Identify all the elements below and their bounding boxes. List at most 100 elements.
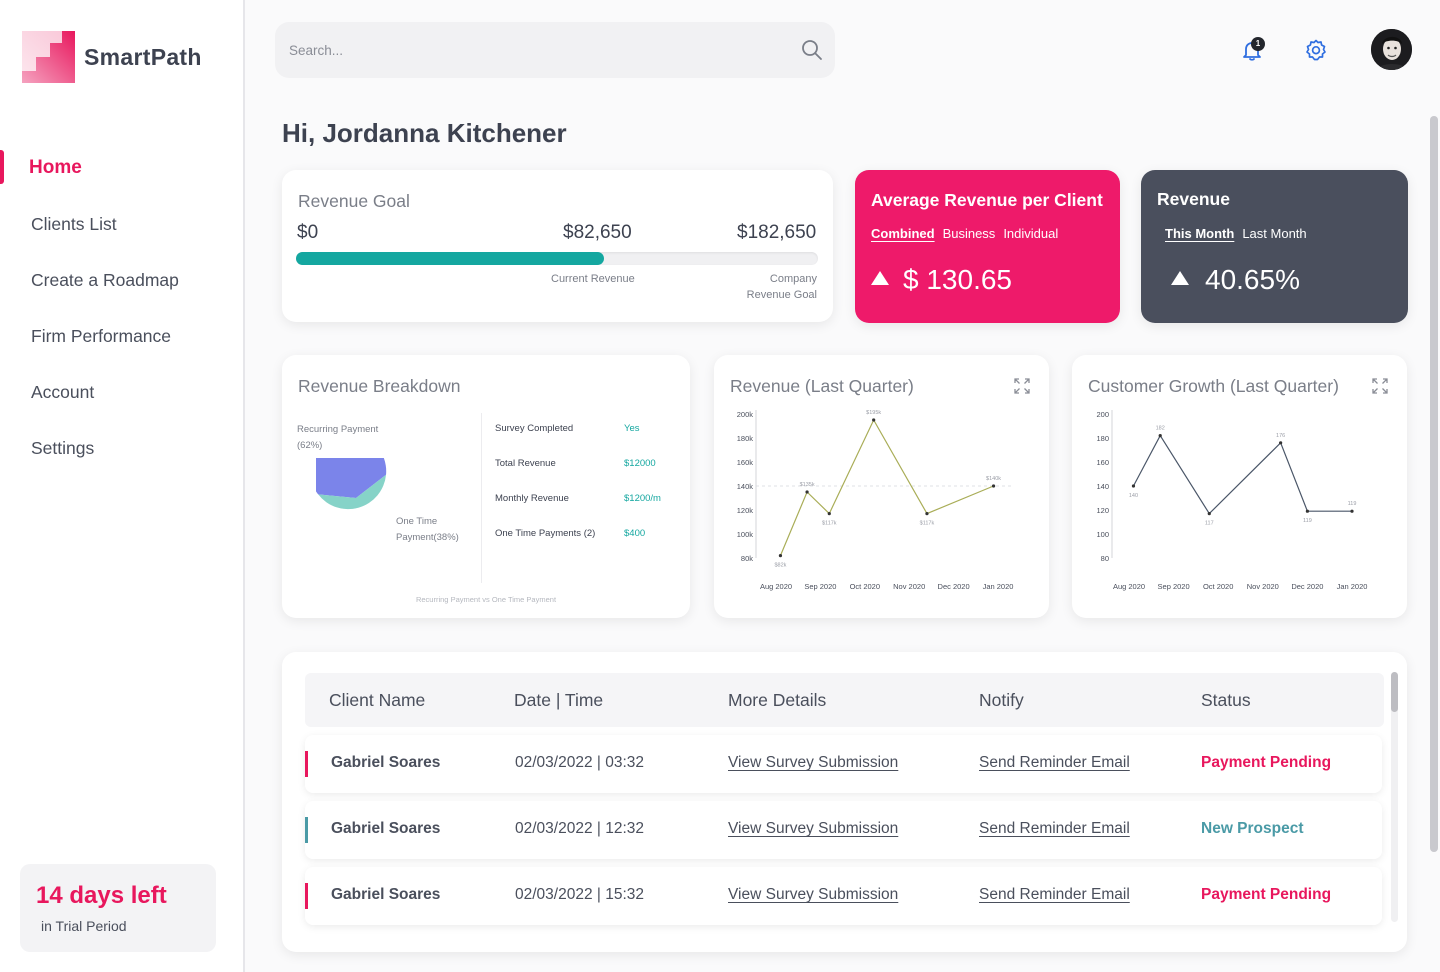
data-point — [1207, 512, 1211, 516]
breakdown-value-monthly: $1200/m — [624, 493, 661, 504]
breakdown-label-monthly: Monthly Revenue — [495, 493, 569, 504]
header-date-time[interactable]: Date | Time — [514, 690, 604, 710]
logo[interactable]: SmartPath — [22, 31, 202, 83]
data-point — [1350, 509, 1354, 513]
breakdown-label-survey: Survey Completed — [495, 423, 574, 434]
send-reminder-link[interactable]: Send Reminder Email — [979, 886, 1130, 903]
revenue-goal-current: $82,650 — [563, 222, 632, 243]
data-label: $195k — [866, 410, 881, 416]
sidebar-item-account[interactable]: Account — [31, 381, 95, 402]
sidebar-item-home[interactable]: Home — [0, 140, 243, 196]
sidebar-item-clients-list[interactable]: Clients List — [31, 213, 117, 234]
header-status[interactable]: Status — [1201, 690, 1251, 710]
series-line — [1132, 434, 1352, 515]
tab-combined[interactable]: Combined — [871, 226, 935, 241]
x-tick-label: Nov 2020 — [893, 582, 925, 591]
data-label: 117 — [1205, 521, 1214, 527]
data-label: 140 — [1129, 493, 1138, 499]
y-tick-label: 100k — [737, 530, 754, 539]
page-scrollbar-thumb[interactable] — [1430, 116, 1438, 852]
view-survey-link[interactable]: View Survey Submission — [728, 754, 899, 771]
goal-caption: Company Revenue Goal — [747, 271, 817, 303]
table-header: Client Name Date | Time More Details Not… — [305, 673, 1384, 727]
trend-up-icon — [1171, 271, 1189, 285]
table-scrollbar[interactable] — [1391, 672, 1398, 922]
sidebar-item-settings[interactable]: Settings — [31, 437, 95, 458]
pie-slice — [316, 458, 387, 498]
table-scrollbar-thumb[interactable] — [1391, 672, 1398, 712]
status-badge: New Prospect — [1201, 820, 1304, 837]
data-point — [778, 554, 783, 558]
search-icon[interactable] — [801, 39, 823, 61]
header-notify[interactable]: Notify — [979, 690, 1024, 710]
customer-growth-line-chart: 200 180 160 140 120 100 80 Aug 2020 Sep 2020 Oct … — [1096, 410, 1367, 591]
revenue-quarter-title: Revenue (Last Quarter) — [730, 376, 914, 396]
data-label: $140k — [986, 476, 1001, 482]
breakdown-value-total: $12000 — [624, 458, 656, 469]
breakdown-label-onetime: One Time Payments (2) — [495, 528, 596, 539]
view-survey-link[interactable]: View Survey Submission — [728, 886, 899, 903]
tab-individual[interactable]: Individual — [1003, 226, 1059, 241]
send-reminder-link[interactable]: Send Reminder Email — [979, 754, 1130, 771]
breakdown-label-total: Total Revenue — [495, 458, 556, 469]
revenue-goal-title: Revenue Goal — [298, 191, 410, 211]
search-input[interactable] — [289, 22, 789, 78]
breakdown-value-survey: Yes — [624, 423, 640, 434]
onetime-label-text: One Time — [396, 516, 438, 527]
revenue-value: 40.65% — [1205, 264, 1300, 295]
data-point — [991, 484, 996, 488]
tab-business[interactable]: Business — [942, 226, 996, 241]
revenue-breakdown-title: Revenue Breakdown — [298, 376, 461, 396]
revenue-goal-target: $182,650 — [737, 222, 817, 243]
revenue-line-chart: 200k 180k 160k 140k 120k 100k 80k Aug 2020 Sep 2… — [737, 410, 1013, 591]
avg-revenue-value-row: $ 130.65 — [871, 264, 1012, 296]
divider — [481, 413, 482, 583]
expand-icon[interactable] — [1372, 378, 1388, 394]
trend-up-icon — [871, 271, 889, 285]
x-tick-label: Sep 2020 — [1158, 582, 1190, 591]
page-scrollbar[interactable] — [1430, 116, 1438, 852]
header-more-details[interactable]: More Details — [728, 690, 827, 710]
y-tick-label: 160 — [1096, 458, 1109, 467]
notification-badge: 1 — [1251, 37, 1265, 51]
x-tick-label: Aug 2020 — [760, 582, 792, 591]
tab-last-month[interactable]: Last Month — [1242, 226, 1307, 241]
avg-revenue-card: Average Revenue per Client Combined Busi… — [855, 170, 1120, 323]
data-point — [827, 512, 831, 516]
app-name: SmartPath — [84, 43, 202, 70]
pie-slice — [318, 474, 387, 510]
customer-growth-card: Customer Growth (Last Quarter) 200 180 160… — [1072, 355, 1407, 618]
data-label: 176 — [1276, 433, 1285, 439]
gear-icon[interactable] — [1304, 38, 1328, 62]
trial-banner: 14 days left in Trial Period — [20, 864, 216, 952]
date-time: 02/03/2022 | 12:32 — [515, 820, 645, 837]
header-client-name[interactable]: Client Name — [329, 690, 426, 710]
y-tick-label: 140 — [1096, 482, 1109, 491]
revenue-goal-card: Revenue Goal $0 $82,650 $182,650 Current… — [282, 170, 833, 322]
revenue-value-row: 40.65% — [1171, 264, 1300, 296]
y-tick-label: 200k — [737, 410, 754, 419]
x-tick-label: Dec 2020 — [1291, 582, 1323, 591]
view-survey-link[interactable]: View Survey Submission — [728, 820, 899, 837]
y-tick-label: 140k — [737, 482, 754, 491]
table-row[interactable]: Gabriel Soares 02/03/2022 | 12:32 View S… — [305, 801, 1382, 859]
date-time: 02/03/2022 | 15:32 — [515, 886, 645, 903]
logo-icon — [22, 31, 75, 83]
sidebar-item-firm-performance[interactable]: Firm Performance — [31, 325, 172, 346]
y-tick-label: 180k — [737, 434, 754, 443]
sidebar-item-create-roadmap[interactable]: Create a Roadmap — [31, 269, 179, 290]
search-bar — [275, 22, 835, 78]
data-point — [872, 418, 876, 422]
table-row[interactable]: Gabriel Soares 02/03/2022 | 03:32 View S… — [305, 735, 1382, 793]
data-label: $117k — [822, 521, 837, 527]
x-tick-label: Oct 2020 — [1203, 582, 1233, 591]
revenue-pie-chart — [316, 458, 387, 510]
send-reminder-link[interactable]: Send Reminder Email — [979, 820, 1130, 837]
table-row[interactable]: Gabriel Soares 02/03/2022 | 15:32 View S… — [305, 867, 1382, 925]
expand-icon[interactable] — [1014, 378, 1030, 394]
avg-revenue-value: $ 130.65 — [903, 264, 1012, 295]
data-label: 182 — [1156, 426, 1165, 432]
avatar[interactable] — [1371, 29, 1412, 70]
recurring-pct: (62%) — [297, 440, 323, 451]
tab-this-month[interactable]: This Month — [1165, 226, 1235, 241]
